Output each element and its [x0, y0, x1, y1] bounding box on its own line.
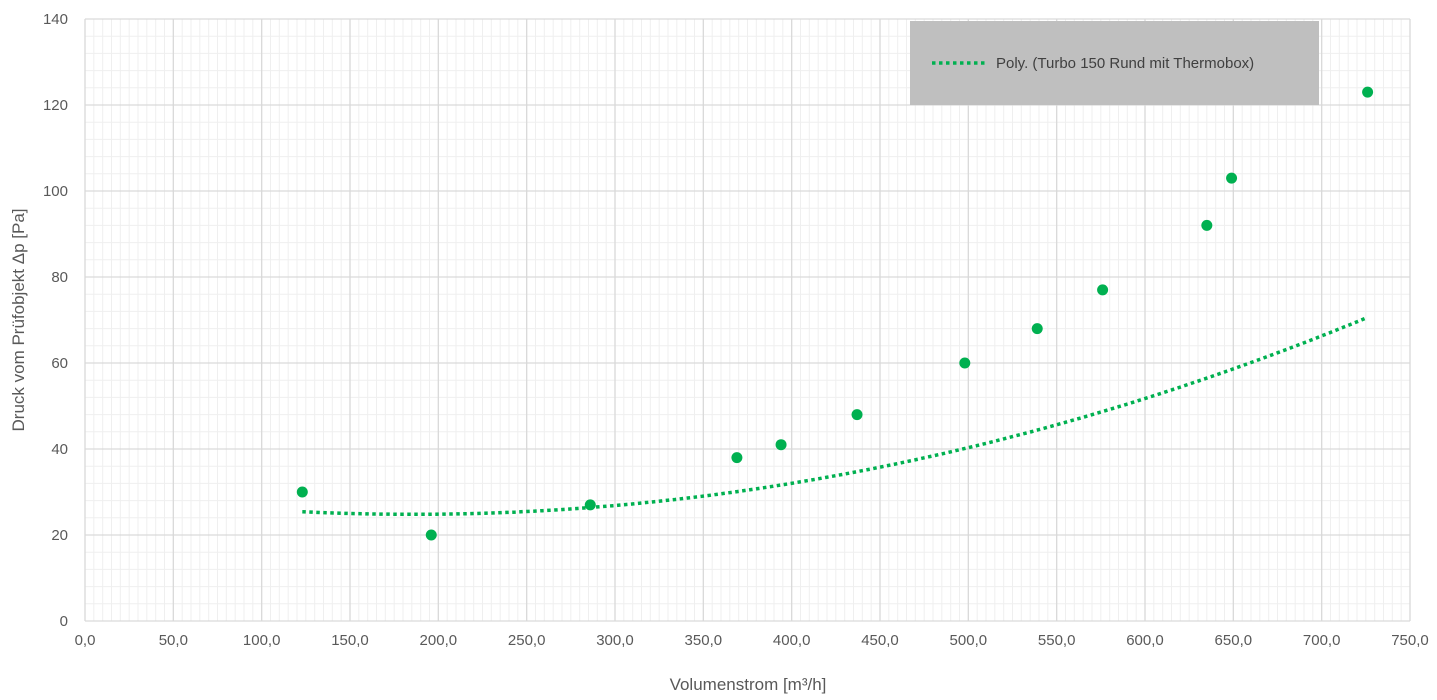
trendline	[302, 315, 1369, 517]
legend-box	[910, 21, 1319, 105]
x-tick-label: 350,0	[685, 632, 723, 649]
legend-label: Poly. (Turbo 150 Rund mit Thermobox)	[996, 55, 1254, 72]
y-tick-label: 120	[43, 97, 68, 114]
y-tick-label: 140	[43, 11, 68, 28]
data-point	[1226, 172, 1238, 184]
data-point	[296, 486, 308, 498]
data-point	[1201, 219, 1213, 231]
x-tick-label: 0,0	[75, 632, 96, 649]
data-point	[425, 529, 437, 541]
y-tick-label: 80	[51, 269, 68, 286]
data-point	[1097, 284, 1109, 296]
x-tick-label: 250,0	[508, 632, 546, 649]
x-tick-label: 450,0	[861, 632, 899, 649]
x-tick-label: 150,0	[331, 632, 369, 649]
data-point	[1031, 323, 1043, 335]
x-axis-title: Volumenstrom [m³/h]	[670, 675, 827, 694]
x-tick-label: 100,0	[243, 632, 281, 649]
major-gridlines	[84, 18, 1411, 622]
data-point	[584, 499, 596, 511]
y-tick-label: 0	[60, 613, 68, 630]
x-tick-label: 550,0	[1038, 632, 1076, 649]
x-tick-label: 750,0	[1391, 632, 1429, 649]
x-tick-label: 500,0	[950, 632, 988, 649]
x-tick-label: 400,0	[773, 632, 811, 649]
data-points	[296, 86, 1374, 541]
x-tick-label: 700,0	[1303, 632, 1341, 649]
data-point	[775, 439, 787, 451]
data-point	[851, 409, 863, 421]
x-tick-label: 200,0	[420, 632, 458, 649]
legend: Poly. (Turbo 150 Rund mit Thermobox)	[910, 21, 1319, 105]
y-tick-label: 60	[51, 355, 68, 372]
y-tick-label: 20	[51, 527, 68, 544]
data-point	[959, 357, 971, 369]
minor-gridlines	[84, 18, 1411, 622]
x-axis-tick-labels: 0,0 50,0 100,0 150,0 200,0 250,0 300,0 350,0 400…	[75, 632, 1429, 649]
x-tick-label: 50,0	[159, 632, 188, 649]
x-tick-label: 300,0	[596, 632, 634, 649]
y-axis-tick-labels: 0 20 40 60 80 100 120 140	[43, 11, 68, 630]
x-tick-label: 600,0	[1126, 632, 1164, 649]
y-tick-label: 100	[43, 183, 68, 200]
data-point	[731, 452, 743, 464]
x-tick-label: 650,0	[1215, 632, 1253, 649]
data-point	[1362, 86, 1374, 98]
y-axis-title: Druck vom Prüfobjekt Δp [Pa]	[9, 209, 28, 432]
y-tick-label: 40	[51, 441, 68, 458]
